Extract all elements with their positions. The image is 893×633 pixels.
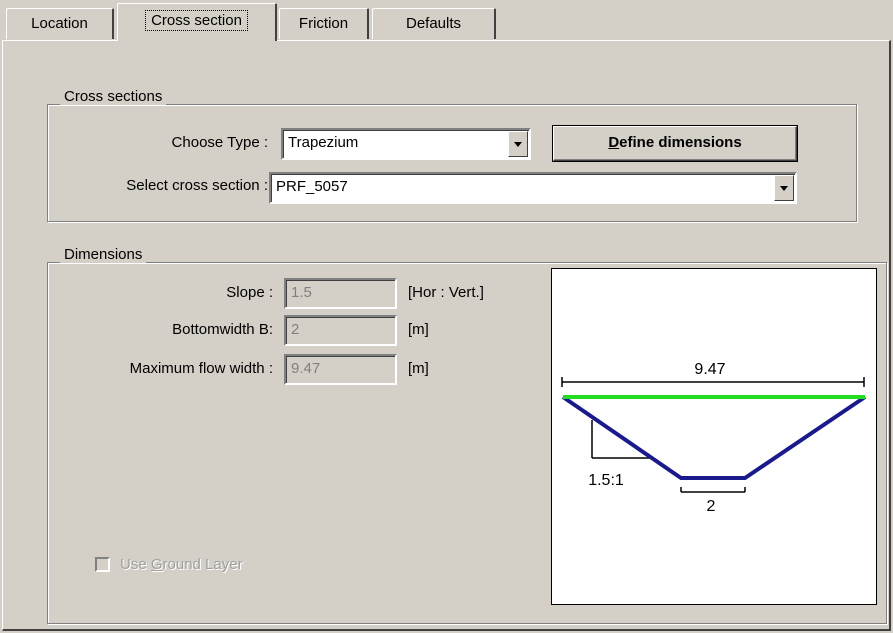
button[interactable]: Define dimensions <box>553 126 797 161</box>
checkbox[interactable] <box>95 557 110 572</box>
diagram-frame <box>551 268 877 605</box>
checkbox-label[interactable]: Use Ground Layer <box>120 556 243 573</box>
combo-value: PRF_5057 <box>276 178 348 195</box>
combo-box[interactable]: PRF_5057 <box>269 172 797 204</box>
dimension-label: 2 <box>707 498 716 515</box>
tab[interactable]: Friction <box>279 8 369 39</box>
tab-label: Cross section <box>145 10 248 31</box>
field-label: Maximum flow width : <box>129 360 273 377</box>
group-box <box>47 262 887 624</box>
channel-profile <box>561 395 867 480</box>
field-label: Select cross section : <box>126 177 268 194</box>
field-label: Choose Type : <box>171 134 268 151</box>
tab-selected[interactable]: Cross section <box>117 3 277 41</box>
combo-value: Trapezium <box>288 134 359 151</box>
dimension-label: 9.47 <box>694 361 725 378</box>
group-title: Cross sections <box>60 88 167 105</box>
dropdown-arrow[interactable] <box>508 131 528 157</box>
tab-panel <box>2 40 891 631</box>
cross-section-diagram: 9.47 1.5:1 2 <box>551 268 877 605</box>
unit-label: [m] <box>408 321 429 338</box>
unit-label: [m] <box>408 360 429 377</box>
text-box[interactable]: 2 <box>284 315 397 346</box>
dimension-label: 1.5:1 <box>588 472 624 489</box>
group-box <box>47 104 857 222</box>
dropdown-arrow[interactable] <box>774 175 794 201</box>
text-box[interactable]: 9.47 <box>284 354 397 385</box>
group-title: Dimensions <box>60 246 147 263</box>
combo-box[interactable]: Trapezium <box>281 128 531 160</box>
tab[interactable]: Location <box>6 8 114 39</box>
field-label: Slope : <box>226 284 273 301</box>
tab-label: Location <box>31 15 88 32</box>
field-label: Bottomwidth B: <box>172 321 273 338</box>
tab-label: Defaults <box>405 15 462 32</box>
unit-label: [Hor : Vert.] <box>408 284 484 301</box>
dimension-lines <box>561 377 865 493</box>
tab-label: Friction <box>298 15 349 32</box>
tab[interactable]: Defaults <box>372 8 496 39</box>
text-box[interactable]: 1.5 <box>284 278 397 309</box>
